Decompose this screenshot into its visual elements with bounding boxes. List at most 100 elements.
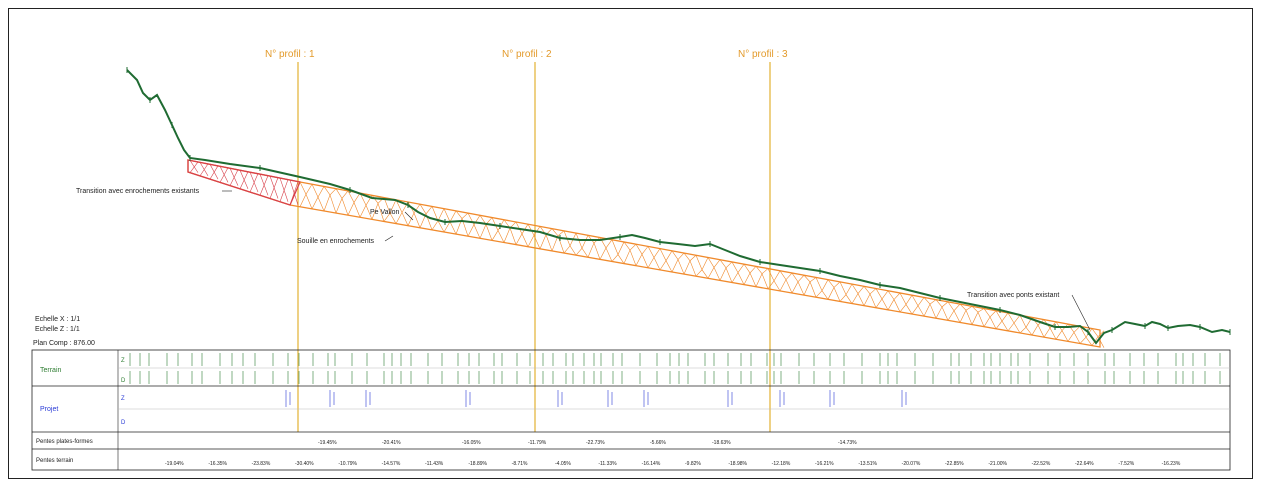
riprap-stone (647, 256, 661, 270)
terrain-slope-value: -18.89% (468, 461, 487, 467)
riprap-stone (671, 258, 685, 275)
riprap-stone (395, 211, 409, 226)
data-table: Terrain Z D Projet Z D Pentes plates-for… (31, 349, 1231, 471)
riprap-stone (1055, 329, 1069, 342)
drawing-frame (8, 8, 1253, 479)
riprap-stone (467, 223, 481, 239)
scale-x: Echelle X : 1/1 (35, 316, 80, 323)
terrain-slope-value: -30.40% (295, 461, 314, 467)
transition-stone (199, 163, 209, 177)
riprap-transition-hatch (189, 160, 299, 206)
riprap-stone (707, 266, 721, 281)
riprap-stone (767, 280, 781, 292)
profile-markers: N° profil : 1 N° profil : 2 N° profil : … (265, 49, 788, 432)
riprap-stone (407, 212, 421, 228)
transition-stone (269, 177, 279, 199)
terrain-slope-value: -11.43% (425, 461, 444, 467)
row-terrain-sub-z: Z (121, 358, 125, 364)
terrain-slope-value: -9.82% (685, 461, 701, 467)
riprap-stone (419, 213, 433, 230)
terrain-slope-value: -16.21% (815, 461, 834, 467)
riprap-stone (1079, 336, 1093, 346)
profile-2-label: N° profil : 2 (502, 49, 552, 60)
riprap-stone (503, 227, 517, 245)
riprap-stone (347, 201, 361, 218)
riprap-stone (659, 260, 673, 273)
terrain-slope-value: -14.57% (382, 461, 401, 467)
plate-forme-slopes: -19.45% -20.41% -16.05% -11.79% -22.73% -5.66… (318, 440, 857, 446)
profile-1-label: N° profil : 1 (265, 49, 315, 60)
riprap-stone (683, 260, 697, 277)
riprap-stone (827, 286, 841, 302)
riprap-stone (1019, 326, 1033, 336)
riprap-stone (611, 254, 625, 264)
terrain-slope-value: -4.05% (555, 461, 571, 467)
terrain-slope-value: -22.64% (1075, 461, 1094, 467)
transition-stone (239, 170, 249, 189)
riprap-stone (551, 234, 565, 254)
transition-stone (209, 165, 219, 180)
plate-forme-slope-value: -5.66% (650, 440, 666, 446)
transition-stone (199, 162, 209, 177)
terrain-slope-value: -21.00% (988, 461, 1007, 467)
profile-3-label: N° profil : 3 (738, 49, 788, 60)
riprap-stone (335, 197, 349, 216)
riprap-stone (911, 305, 925, 317)
riprap-stone (515, 233, 529, 247)
riprap-stone (875, 298, 889, 310)
plate-forme-slope-value: -14.73% (838, 440, 857, 446)
riprap-stone (803, 281, 817, 298)
terrain-line (126, 69, 1231, 345)
table-border (31, 349, 1231, 471)
plate-forme-slope-value: -22.73% (586, 440, 605, 446)
terrain-slopes: -19.04% -16.35% -23.83% -30.40% -10.79% -14.5… (165, 461, 1181, 467)
terrain-slope-value: -11.33% (598, 461, 617, 467)
transition-stone (249, 173, 259, 193)
riprap-stone (815, 290, 829, 300)
transition-stone (189, 160, 199, 173)
terrain-slope-value: -7.52% (1118, 461, 1134, 467)
riprap-stone (599, 247, 613, 262)
riprap-stone (575, 247, 589, 258)
riprap-stone (1031, 324, 1045, 338)
annotation-transition-enrochements: Transition avec enrochements existants (76, 188, 200, 195)
riprap-stone (695, 269, 709, 279)
terrain-slope-value: -13.51% (858, 461, 877, 467)
riprap-stone (995, 320, 1009, 332)
row-label-pentes-terrain: Pentes terrain (36, 458, 73, 464)
riprap-stone (1043, 327, 1057, 340)
transition-stone (229, 168, 239, 186)
riprap-stone (371, 202, 385, 222)
terrain-slope-value: -16.35% (208, 461, 227, 467)
row-label-projet: Projet (40, 406, 58, 413)
riprap-stone (635, 253, 649, 268)
row-projet-sub-z: Z (121, 396, 125, 402)
plate-forme-slope-value: -18.63% (712, 440, 731, 446)
row-terrain-sub-d: D (121, 378, 126, 384)
riprap-stone (455, 217, 469, 237)
riprap-stone (359, 204, 373, 220)
transition-stone (279, 179, 289, 202)
riprap-stone (779, 278, 793, 294)
plate-forme-slope-value: -20.41% (382, 440, 401, 446)
transition-stone (239, 171, 249, 189)
transition-stone (189, 161, 199, 173)
terrain-row-ticks (129, 353, 1221, 384)
terrain-slope-value: -8.71% (512, 461, 528, 467)
terrain-slope-value: -10.79% (338, 461, 357, 467)
terrain-slope-value: -12.18% (772, 461, 791, 467)
riprap-stone (1007, 322, 1021, 334)
plate-forme-slope-value: -16.05% (462, 440, 481, 446)
terrain-slope-value: -20.07% (902, 461, 921, 467)
transition-stone (229, 169, 239, 186)
riprap-stone (923, 303, 937, 319)
riprap-stone (491, 229, 505, 243)
riprap-stone (1067, 331, 1081, 344)
terrain-slope-value: -22.85% (945, 461, 964, 467)
terrain-slope-value: -16.14% (642, 461, 661, 467)
transition-stone (209, 164, 219, 180)
riprap-hatch (299, 181, 1105, 348)
row-label-terrain: Terrain (40, 367, 62, 374)
